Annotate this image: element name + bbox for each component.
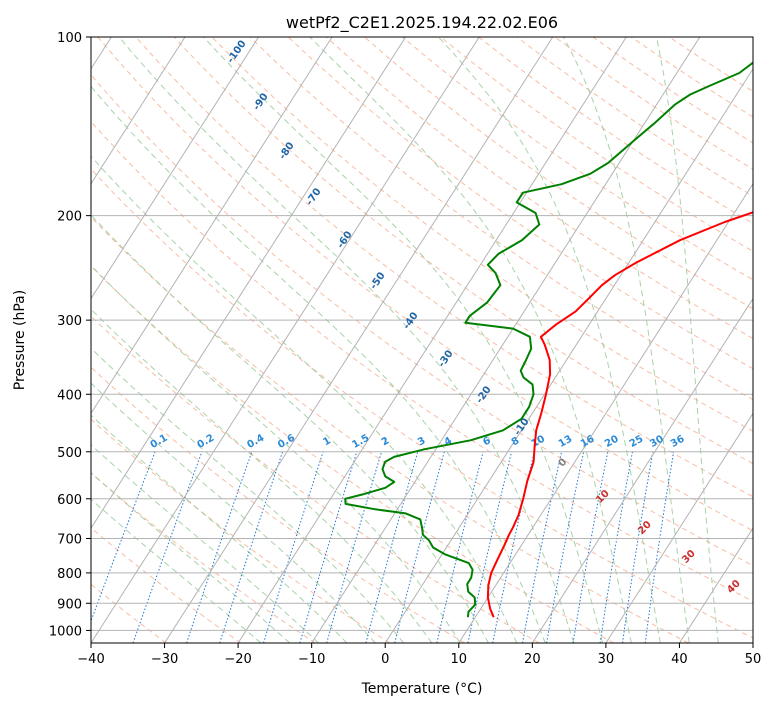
x-tick-label: −20: [224, 652, 251, 667]
y-tick-label: 700: [57, 533, 82, 548]
x-tick-label: 20: [524, 652, 541, 667]
x-axis-label: Temperature (°C): [361, 681, 483, 697]
x-tick-label: −30: [151, 652, 178, 667]
chart-title: wetPf2_C2E1.2025.194.22.02.E06: [286, 13, 558, 33]
y-tick-label: 900: [57, 597, 82, 612]
y-tick-label: 100: [57, 31, 82, 46]
y-tick-label: 300: [57, 314, 82, 329]
y-tick-label: 1000: [49, 624, 82, 639]
y-tick-label: 600: [57, 493, 82, 508]
y-tick-label: 200: [57, 210, 82, 225]
x-tick-label: 30: [598, 652, 615, 667]
x-tick-label: 40: [671, 652, 688, 667]
x-tick-label: 50: [745, 652, 762, 667]
y-tick-label: 500: [57, 446, 82, 461]
x-tick-label: 0: [381, 652, 389, 667]
y-axis-label: Pressure (hPa): [12, 290, 28, 390]
x-tick-label: −40: [77, 652, 104, 667]
y-tick-label: 800: [57, 567, 82, 582]
x-tick-label: −10: [298, 652, 325, 667]
x-tick-label: 10: [451, 652, 468, 667]
y-tick-label: 400: [57, 388, 82, 403]
